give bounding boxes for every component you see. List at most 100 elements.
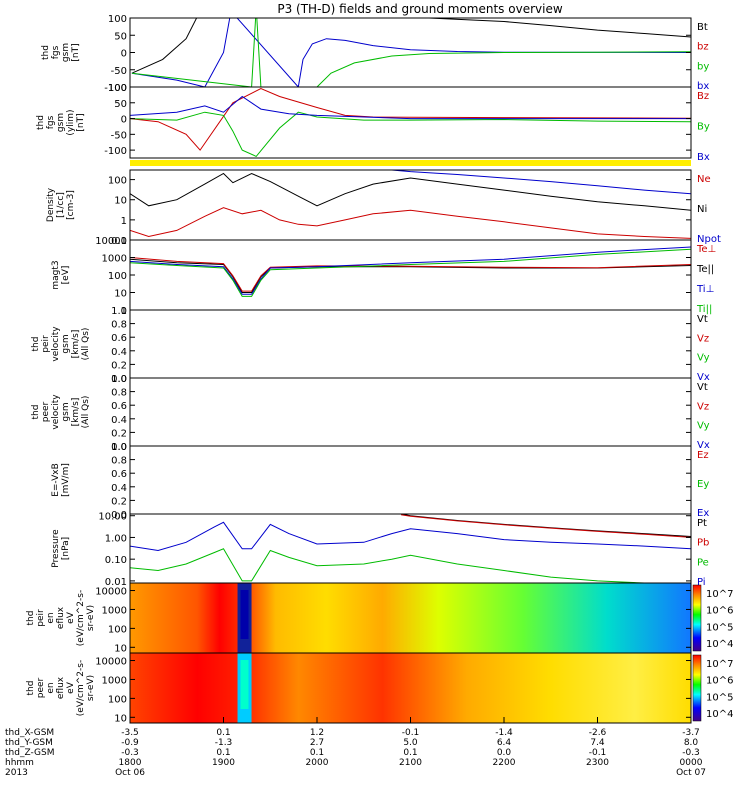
y-tick-label: 0.8 xyxy=(111,320,127,331)
y-tick-label: 0.6 xyxy=(111,469,127,480)
y-tick-label: 1.0 xyxy=(111,442,127,453)
x-tick-label: -3.7 xyxy=(682,728,700,738)
legend-Bz: Bz xyxy=(697,91,709,102)
x-tick-label: 6.4 xyxy=(497,738,512,748)
y-axis-label-line: velocity xyxy=(51,394,61,430)
colorbar xyxy=(692,654,702,722)
y-axis-label-line: eflux xyxy=(56,676,66,699)
series-by xyxy=(131,18,691,87)
panel-peir_velocity: Vt Vz Vy Vx 1.0 0.8 0.6 0.4 0.2 0.0 thd peir velocit… xyxy=(31,306,710,385)
legend-Ey: Ey xyxy=(697,479,709,490)
y-axis-label: magt3 [eV] xyxy=(51,260,71,289)
y-axis-label-line: sr-eV) xyxy=(86,675,96,701)
series-Pt xyxy=(401,514,691,537)
series-Bz xyxy=(130,88,691,151)
y-axis-label-line: [mV/m] xyxy=(61,463,71,497)
colorbar-tick-label: 10^7 xyxy=(706,589,733,600)
ephemeris-row-label: thd_X-GSM xyxy=(5,728,54,738)
x-tick-label: 8.0 xyxy=(684,738,699,748)
y-axis-label-line: thd xyxy=(41,45,51,60)
y-axis-label-line: thd xyxy=(31,337,41,352)
y-axis-label-line: [eV] xyxy=(61,266,71,285)
x-tick-label: 0.1 xyxy=(216,728,230,738)
colorbar-tick-label: 10^5 xyxy=(706,692,733,703)
x-tick-label: -2.6 xyxy=(589,728,607,738)
mode-bar xyxy=(130,160,691,166)
y-axis-label-line: [km/s] xyxy=(71,330,81,359)
x-tick-label: 5.0 xyxy=(403,738,418,748)
legend-Vt: Vt xyxy=(697,314,708,325)
y-tick-label: 0.8 xyxy=(111,456,127,467)
x-tick-label: 0.0 xyxy=(497,748,512,758)
y-tick-label: 50 xyxy=(114,31,127,42)
y-tick-label: 0.0 xyxy=(111,374,127,385)
x-tick-label: 0000 xyxy=(680,758,703,768)
panel-temperature: Te⊥ Te|| Ti⊥ Ti|| 10000 1000 100 10 1 magt3 [eV] xyxy=(51,236,716,317)
y-tick-label: 0.6 xyxy=(111,333,127,344)
y-axis-label-line: fgs xyxy=(46,115,56,129)
series-Pe xyxy=(130,548,691,583)
y-axis-label-line: thd xyxy=(36,115,46,130)
panel-peer_velocity: Vt Vz Vy Vx 1.0 0.8 0.6 0.4 0.2 0.0 thd peer velocit… xyxy=(31,374,710,453)
x-tick-label: 2000 xyxy=(306,758,329,768)
colorbar xyxy=(692,584,702,652)
colorbar-tick-label: 10^6 xyxy=(706,676,733,687)
series-Ti⊥ xyxy=(130,246,691,295)
y-axis-label-line: en xyxy=(46,612,56,623)
x-tick-label: -0.1 xyxy=(402,728,420,738)
y-axis-label-line: [nT] xyxy=(71,43,81,61)
y-axis-label-line: E=-VxB xyxy=(51,463,61,497)
y-axis-label-line: [1/cc] xyxy=(56,192,66,218)
y-axis-label-line: peer xyxy=(36,677,46,698)
y-tick-label: -50 xyxy=(111,130,127,141)
y-axis-label-line: Pressure xyxy=(51,529,61,568)
y-axis-label-line: gsm xyxy=(61,334,71,353)
x-tick-label: -0.3 xyxy=(682,748,700,758)
y-tick-label: 0.2 xyxy=(111,360,127,371)
panel-density: Ne Ni Npot 100 10 1 0.1 Density [1/cc] [cm-3] xyxy=(46,169,721,247)
legend-bx: bx xyxy=(697,81,709,92)
panel-peer_spec: 10^7 10^6 10^5 10^4 10000 1000 100 10 thd peer en e… xyxy=(26,652,733,724)
y-axis-label: thd fgs gsm (ylim) [nT] xyxy=(36,109,86,135)
x-tick-label: 1800 xyxy=(119,758,142,768)
series-Pi xyxy=(130,521,691,552)
legend-Ni: Ni xyxy=(697,204,707,215)
legend-Ne: Ne xyxy=(697,174,711,185)
colorbar-tick-label: 10^6 xyxy=(706,606,733,617)
y-axis-label-line: [cm-3] xyxy=(66,190,76,220)
panel-fgs_alt: Bz By Bx 100 50 0 -50 -100 thd fgs gsm (ylim) [nT] xyxy=(36,83,710,163)
legend-Pi: Pi xyxy=(697,577,706,588)
y-tick-label: 10 xyxy=(114,196,127,207)
y-tick-label: 10000 xyxy=(95,587,127,598)
legend-Vx: Vx xyxy=(697,440,710,451)
y-tick-label: 10 xyxy=(114,643,127,654)
y-tick-label: 50 xyxy=(114,99,127,110)
panel-efield: Ez Ey Ex 1.0 0.8 0.6 0.4 0.2 0.0 E=-VxB [mV/m] xyxy=(51,442,709,521)
y-axis-label-line: eV xyxy=(66,681,76,694)
legend-Te||: Te|| xyxy=(696,264,714,275)
panel-fgs: Bt bz by bx 100 50 0 -50 -100 thd fgs gsm [nT] xyxy=(41,14,709,94)
panel-frame xyxy=(129,513,692,584)
panel-frame xyxy=(129,377,692,447)
y-tick-label: 1000 xyxy=(102,605,127,616)
y-tick-label: 10 xyxy=(114,289,127,300)
y-axis-label-line: [nPa] xyxy=(61,537,71,560)
legend-Pb: Pb xyxy=(697,538,709,549)
x-tick-label: 2100 xyxy=(399,758,422,768)
panel-frame xyxy=(129,445,692,515)
spectrogram-gap-core xyxy=(240,590,249,639)
ephemeris-row-label: thd_Y-GSM xyxy=(5,738,53,748)
y-axis-label-line: gsm xyxy=(61,43,71,62)
series-Ni xyxy=(130,172,691,211)
y-axis-label-line: eflux xyxy=(56,606,66,629)
panel-frame xyxy=(129,239,692,311)
y-axis-label: E=-VxB [mV/m] xyxy=(51,463,71,497)
y-axis-label: thd peer velocity gsm [km/s] (All Qs) xyxy=(31,394,91,430)
y-tick-label: 1.0 xyxy=(111,306,127,317)
y-axis-label-line: (ylim) xyxy=(66,109,76,135)
legend-By: By xyxy=(697,122,710,133)
x-tick-label: -1.3 xyxy=(215,738,233,748)
x-tick-label: 0.1 xyxy=(310,748,324,758)
legend-Ti⊥: Ti⊥ xyxy=(696,284,714,295)
